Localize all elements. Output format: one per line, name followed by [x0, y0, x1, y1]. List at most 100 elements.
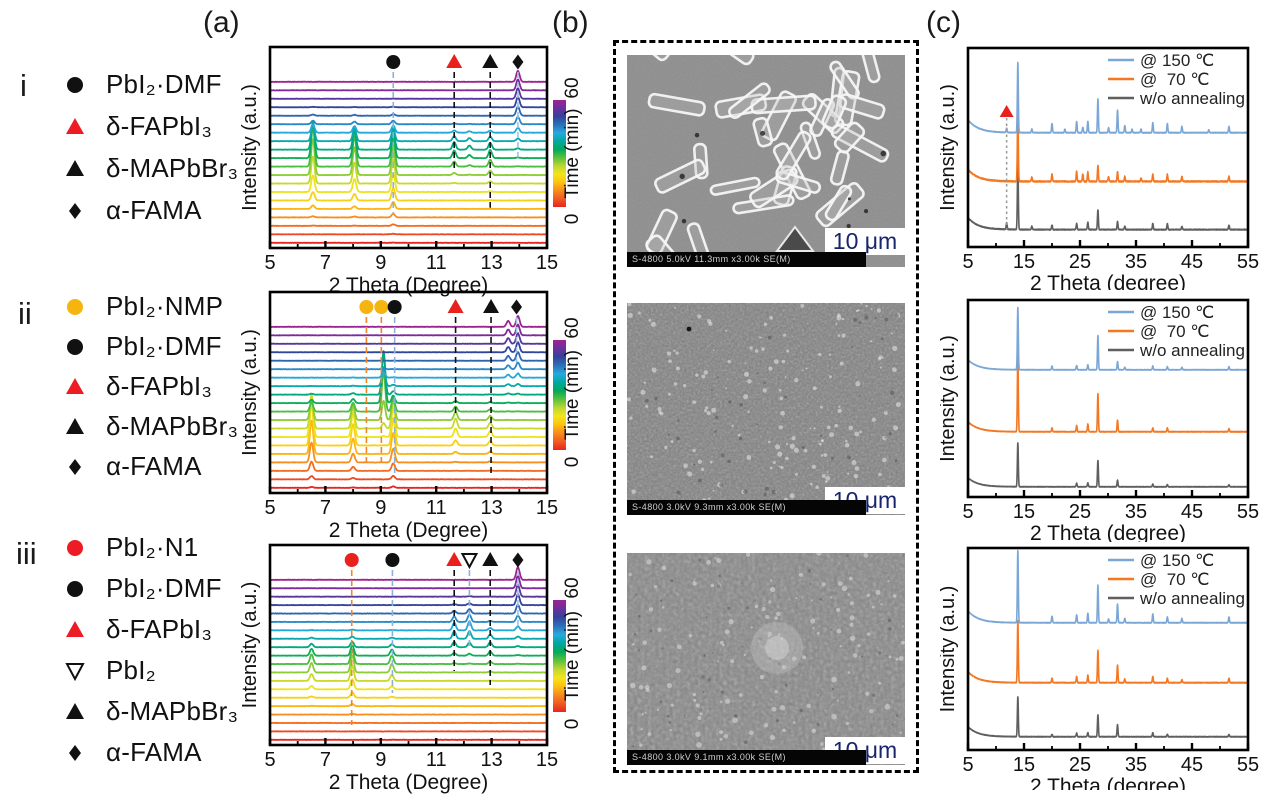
- legend-label: α-FAMA: [106, 194, 202, 225]
- series-legend-label: @ 150 ℃: [1140, 303, 1214, 322]
- legend-item--fama: α-FAMA: [62, 451, 238, 481]
- legend-label: PbI₂·DMF: [106, 68, 222, 99]
- legend-item-pbi-nmp: PbI₂·NMP: [62, 290, 238, 321]
- triangle-marker-icon: [66, 621, 84, 637]
- svg-text:7: 7: [320, 252, 331, 274]
- svg-text:11: 11: [426, 497, 447, 519]
- svg-text:15: 15: [1013, 251, 1035, 273]
- legend-label: δ-MAPbBr₃: [106, 410, 239, 441]
- svg-text:2 Theta (degree): 2 Theta (degree): [1030, 272, 1186, 290]
- legend-label: δ-FAPbI₃: [106, 110, 213, 141]
- legend-label: δ-MAPbBr₃: [106, 152, 239, 183]
- triangle-marker-icon: [66, 418, 84, 434]
- circle-marker-icon: [67, 299, 83, 315]
- svg-text:11: 11: [426, 749, 447, 771]
- circle-marker-icon: [67, 339, 83, 355]
- svg-text:45: 45: [1181, 501, 1203, 523]
- svg-text:5: 5: [264, 749, 275, 771]
- phase-legend-i: PbI₂·DMF δ-FAPbI₃ δ-MAPbBr₃ α-FAMA: [62, 68, 239, 225]
- series-legend-label: w/o annealing: [1139, 89, 1245, 108]
- legend-item-pbi-dmf: PbI₂·DMF: [62, 330, 238, 361]
- svg-text:15: 15: [536, 749, 558, 771]
- phase-legend-iii: PbI₂·N1 PbI₂·DMF δ-FAPbI₃ PbI₂ δ-MAPbBr₃ α-FA…: [62, 532, 238, 767]
- legend-label: PbI₂·DMF: [106, 572, 222, 603]
- legend-label: δ-FAPbI₃: [106, 370, 213, 401]
- svg-text:7: 7: [320, 497, 331, 519]
- svg-text:13: 13: [480, 749, 502, 771]
- svg-text:13: 13: [480, 497, 502, 519]
- row-label-i: i: [20, 68, 27, 103]
- legend-label: PbI₂: [106, 654, 156, 685]
- sem-info-bar: S-4800 3.0kV 9.1mm x3.00k SE(M): [627, 750, 866, 765]
- circle-marker-icon: [67, 581, 83, 597]
- row-label-iii: iii: [16, 536, 37, 571]
- xrd-annealing-i: 5 15 25 35 45 55 2 Theta (degree) Intensity (a.…: [940, 46, 1259, 290]
- svg-text:9: 9: [375, 749, 386, 771]
- diamond-marker-icon: [69, 203, 81, 219]
- legend-item--fapbi-: δ-FAPbI₃: [62, 613, 238, 644]
- svg-text:25: 25: [1069, 251, 1091, 273]
- svg-text:5: 5: [264, 252, 275, 274]
- svg-text:60: 60: [562, 577, 583, 598]
- svg-text:25: 25: [1069, 754, 1091, 776]
- svg-text:0: 0: [562, 214, 583, 225]
- phase-legend-ii: PbI₂·NMP PbI₂·DMF δ-FAPbI₃ δ-MAPbBr₃ α-FAMA: [62, 290, 239, 481]
- xrd-waterfall-iii: 5 7 9 11 13 15 2 Theta (Degree) Intensity (a.u.…: [240, 543, 583, 794]
- legend-label: PbI₂·NMP: [106, 290, 224, 321]
- series-legend-label: @ 70 ℃: [1140, 322, 1209, 341]
- svg-text:Intensity (a.u.): Intensity (a.u.): [240, 329, 261, 456]
- triangle-down-open-marker-icon: [65, 663, 85, 682]
- diamond-marker-icon: [69, 745, 81, 761]
- svg-text:5: 5: [962, 251, 973, 273]
- legend-label: PbI₂·DMF: [106, 330, 222, 361]
- sem-image-iii: 10 μm S-4800 3.0kV 9.1mm x3.00k SE(M): [627, 553, 905, 765]
- svg-text:35: 35: [1125, 251, 1147, 273]
- xrd-waterfall-ii: 5 7 9 11 13 15 2 Theta (Degree) Intensity (a.u.…: [240, 290, 583, 542]
- svg-text:55: 55: [1237, 251, 1259, 273]
- legend-label: α-FAMA: [106, 736, 202, 767]
- sem-panel-border: 10 μm S-4800 5.0kV 11.3mm x3.00k SE(M) 1…: [613, 40, 919, 773]
- legend-item--fama: α-FAMA: [62, 194, 238, 225]
- svg-text:5: 5: [962, 501, 973, 523]
- svg-text:15: 15: [1013, 754, 1035, 776]
- legend-label: δ-FAPbI₃: [106, 613, 213, 644]
- svg-text:25: 25: [1069, 501, 1091, 523]
- svg-text:11: 11: [426, 252, 447, 274]
- svg-text:35: 35: [1125, 754, 1147, 776]
- legend-item--fama: α-FAMA: [62, 736, 238, 767]
- triangle-marker-icon: [66, 160, 84, 176]
- svg-text:Intensity (a.u.): Intensity (a.u.): [940, 335, 959, 462]
- svg-text:0: 0: [562, 719, 583, 730]
- xrd-waterfall-i: 5 7 9 11 13 152 Theta (Degree)Intensity (a.u.…: [240, 45, 583, 297]
- svg-text:Intensity (a.u.): Intensity (a.u.): [240, 84, 261, 211]
- diamond-marker-icon: [69, 459, 81, 475]
- scale-bar-label: 10 μm: [825, 228, 905, 255]
- svg-text:5: 5: [962, 754, 973, 776]
- svg-text:Intensity (a.u.): Intensity (a.u.): [940, 84, 959, 211]
- svg-text:15: 15: [536, 497, 558, 519]
- svg-text:45: 45: [1181, 251, 1203, 273]
- svg-text:Intensity (a.u.): Intensity (a.u.): [940, 586, 959, 713]
- legend-item-pbi-n1: PbI₂·N1: [62, 532, 238, 562]
- series-legend-label: @ 150 ℃: [1140, 551, 1214, 570]
- legend-item--mapbbr-: δ-MAPbBr₃: [62, 696, 238, 726]
- series-legend-label: w/o annealing: [1139, 589, 1245, 608]
- xrd-annealing-iii: 5 15 25 35 45 55 2 Theta (degree) Intensity (a.…: [940, 546, 1259, 790]
- svg-text:Intensity (a.u.): Intensity (a.u.): [240, 582, 261, 709]
- sem-info-bar: S-4800 3.0kV 9.3mm x3.00k SE(M): [627, 500, 866, 515]
- svg-text:55: 55: [1237, 501, 1259, 523]
- svg-text:2 Theta (degree): 2 Theta (degree): [1030, 775, 1186, 790]
- svg-text:15: 15: [536, 252, 558, 274]
- svg-text:13: 13: [480, 252, 502, 274]
- series-legend-label: @ 150 ℃: [1140, 51, 1214, 70]
- legend-item--fapbi-: δ-FAPbI₃: [62, 370, 238, 401]
- series-legend-label: @ 70 ℃: [1140, 570, 1209, 589]
- triangle-marker-icon: [66, 703, 84, 719]
- svg-text:35: 35: [1125, 501, 1147, 523]
- legend-item-pbi-: PbI₂: [62, 654, 238, 685]
- svg-text:9: 9: [375, 252, 386, 274]
- svg-text:2 Theta (degree): 2 Theta (degree): [1030, 522, 1186, 542]
- svg-text:45: 45: [1181, 754, 1203, 776]
- svg-text:60: 60: [562, 77, 583, 98]
